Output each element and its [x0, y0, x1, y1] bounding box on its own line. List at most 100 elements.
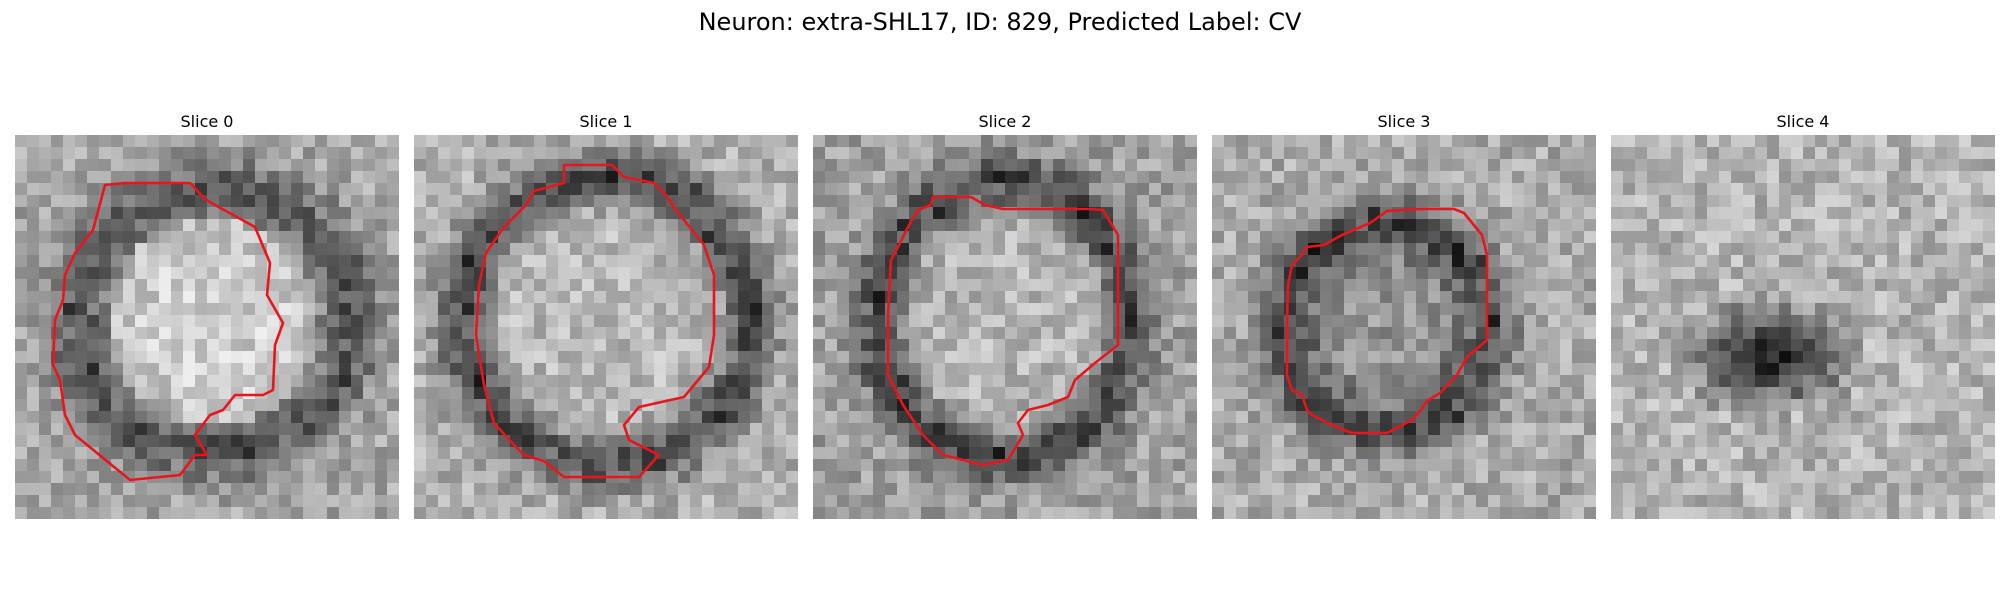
- image-pixel: [849, 375, 862, 388]
- image-pixel: [255, 483, 268, 496]
- image-pixel: [111, 351, 124, 364]
- image-pixel: [267, 435, 280, 448]
- image-pixel: [849, 351, 862, 364]
- image-pixel: [981, 243, 994, 256]
- image-pixel: [1344, 171, 1357, 184]
- image-pixel: [1392, 135, 1405, 148]
- image-pixel: [1827, 387, 1840, 400]
- image-pixel: [1416, 507, 1429, 519]
- image-pixel: [1683, 339, 1696, 352]
- image-pixel: [207, 159, 220, 172]
- image-pixel: [1755, 219, 1768, 232]
- image-pixel: [618, 279, 631, 292]
- image-pixel: [1212, 219, 1225, 232]
- image-pixel: [486, 135, 499, 148]
- image-pixel: [375, 291, 388, 304]
- image-pixel: [993, 135, 1006, 148]
- image-pixel: [1392, 303, 1405, 316]
- image-pixel: [1332, 351, 1345, 364]
- image-pixel: [123, 435, 136, 448]
- image-pixel: [207, 279, 220, 292]
- image-pixel: [1959, 375, 1972, 388]
- image-pixel: [147, 351, 160, 364]
- image-pixel: [1464, 363, 1477, 376]
- image-pixel: [39, 327, 52, 340]
- image-pixel: [39, 315, 52, 328]
- image-pixel: [1041, 327, 1054, 340]
- image-pixel: [135, 207, 148, 220]
- image-pixel: [534, 399, 547, 412]
- image-pixel: [1224, 363, 1237, 376]
- image-pixel: [1512, 471, 1525, 484]
- image-pixel: [291, 471, 304, 484]
- image-pixel: [1356, 459, 1369, 472]
- image-pixel: [1041, 483, 1054, 496]
- image-pixel: [654, 351, 667, 364]
- image-pixel: [510, 327, 523, 340]
- image-pixel: [1791, 291, 1804, 304]
- image-pixel: [1839, 243, 1852, 256]
- image-pixel: [642, 435, 655, 448]
- image-pixel: [1077, 255, 1090, 268]
- image-pixel: [159, 483, 172, 496]
- image-pixel: [1851, 327, 1864, 340]
- image-pixel: [1053, 159, 1066, 172]
- image-pixel: [1101, 339, 1114, 352]
- image-pixel: [99, 507, 112, 519]
- image-pixel: [1731, 243, 1744, 256]
- image-pixel: [945, 483, 958, 496]
- image-pixel: [1476, 375, 1489, 388]
- image-pixel: [726, 399, 739, 412]
- image-pixel: [726, 507, 739, 519]
- image-pixel: [873, 399, 886, 412]
- image-pixel: [582, 135, 595, 148]
- image-pixel: [1839, 387, 1852, 400]
- image-pixel: [1887, 363, 1900, 376]
- image-pixel: [606, 207, 619, 220]
- image-pixel: [1584, 195, 1596, 208]
- image-pixel: [690, 351, 703, 364]
- image-pixel: [1971, 327, 1984, 340]
- image-pixel: [606, 315, 619, 328]
- image-pixel: [957, 147, 970, 160]
- image-pixel: [945, 183, 958, 196]
- image-pixel: [654, 219, 667, 232]
- image-pixel: [1368, 459, 1381, 472]
- image-pixel: [339, 483, 352, 496]
- image-pixel: [1185, 183, 1197, 196]
- image-pixel: [1899, 183, 1912, 196]
- image-pixel: [558, 183, 571, 196]
- image-pixel: [921, 483, 934, 496]
- image-pixel: [726, 363, 739, 376]
- image-pixel: [1173, 243, 1186, 256]
- image-pixel: [921, 303, 934, 316]
- image-pixel: [1779, 363, 1792, 376]
- image-pixel: [510, 231, 523, 244]
- image-pixel: [666, 231, 679, 244]
- image-pixel: [510, 219, 523, 232]
- image-pixel: [837, 387, 850, 400]
- image-pixel: [534, 303, 547, 316]
- image-pixel: [861, 171, 874, 184]
- image-pixel: [339, 507, 352, 519]
- image-pixel: [690, 339, 703, 352]
- image-pixel: [1524, 375, 1537, 388]
- image-pixel: [1236, 459, 1249, 472]
- image-pixel: [39, 291, 52, 304]
- image-pixel: [849, 135, 862, 148]
- image-pixel: [981, 291, 994, 304]
- image-pixel: [75, 423, 88, 436]
- image-pixel: [1161, 339, 1174, 352]
- image-pixel: [1803, 399, 1816, 412]
- image-pixel: [558, 447, 571, 460]
- image-pixel: [1947, 447, 1960, 460]
- image-pixel: [1803, 171, 1816, 184]
- image-pixel: [849, 507, 862, 519]
- image-pixel: [351, 483, 364, 496]
- image-pixel: [303, 399, 316, 412]
- image-pixel: [183, 435, 196, 448]
- image-pixel: [438, 171, 451, 184]
- image-pixel: [1887, 255, 1900, 268]
- image-pixel: [1224, 447, 1237, 460]
- image-pixel: [1041, 279, 1054, 292]
